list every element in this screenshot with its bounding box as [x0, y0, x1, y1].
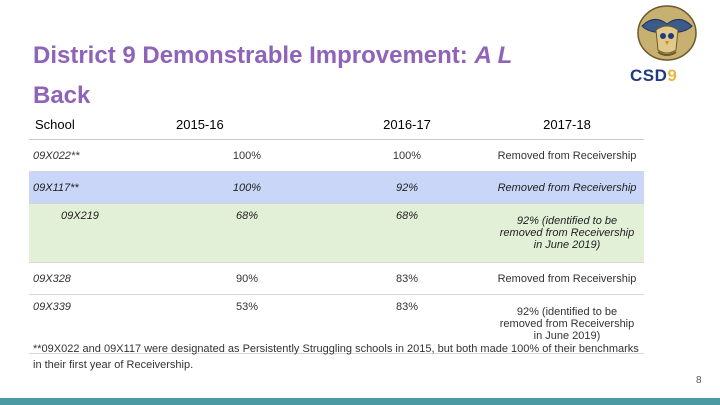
table-row: 09X022** 100% 100% Removed from Receiver… — [29, 139, 644, 172]
bottom-accent-bar — [0, 398, 720, 405]
table-row: 09X117** 100% 92% Removed from Receivers… — [29, 171, 644, 204]
table-row: 09X328 90% 83% Removed from Receivership — [29, 262, 644, 295]
slide-title-main: District 9 Demonstrable Improvement: — [33, 42, 475, 69]
logo-text-main: CSD — [630, 66, 668, 85]
cell-2015-16: 100% — [170, 139, 324, 172]
cell-2017-18: Removed from Receivership — [490, 171, 644, 204]
cell-2016-17: 68% — [324, 203, 490, 263]
cell-school: 09X117** — [29, 171, 170, 204]
table-header-row: School 2015-16 2016-17 2017-18 — [29, 100, 644, 140]
cell-school: 09X022** — [29, 139, 170, 172]
cell-2015-16: 68% — [170, 203, 324, 263]
header-2017-18: 2017-18 — [490, 100, 644, 140]
header-school: School — [29, 100, 170, 140]
table-row: 09X339 53% 83% 92% (identified to be rem… — [29, 294, 644, 354]
slide-title: District 9 Demonstrable Improvement: A L… — [33, 40, 633, 109]
logo-text-number: 9 — [667, 66, 678, 85]
cell-2015-16: 100% — [170, 171, 324, 204]
header-2016-17: 2016-17 — [324, 100, 490, 140]
cell-2016-17: 100% — [324, 139, 490, 172]
cell-school: 09X219 — [29, 203, 170, 263]
table-row: 09X219 68% 68% 92% (identified to be rem… — [29, 203, 644, 263]
footnote: **09X022 and 09X117 were designated as P… — [33, 343, 639, 371]
cell-school: 09X339 — [29, 294, 170, 354]
district-crest-icon — [637, 5, 697, 61]
page-number: 8 — [696, 375, 702, 386]
cell-2017-18: 92% (identified to be removed from Recei… — [490, 203, 644, 263]
cell-2016-17: 83% — [324, 294, 490, 354]
cell-2016-17: 83% — [324, 262, 490, 295]
cell-2017-18: 92% (identified to be removed from Recei… — [490, 294, 644, 354]
header-2015-16: 2015-16 — [170, 100, 324, 140]
cell-2015-16: 53% — [170, 294, 324, 354]
cell-school: 09X328 — [29, 262, 170, 295]
cell-2017-18: Removed from Receivership — [490, 139, 644, 172]
cell-2017-18: Removed from Receivership — [490, 262, 644, 295]
improvement-table: School 2015-16 2016-17 2017-18 09X022** … — [29, 100, 644, 354]
cell-2016-17: 92% — [324, 171, 490, 204]
cell-2015-16: 90% — [170, 262, 324, 295]
slide-title-italic: A L — [474, 42, 513, 69]
logo-text: CSD9 — [630, 66, 677, 86]
